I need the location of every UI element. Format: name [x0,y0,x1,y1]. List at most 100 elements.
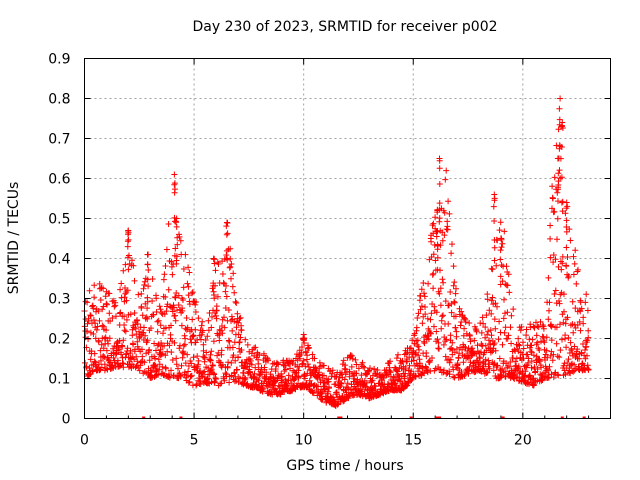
data-point [515,341,522,348]
data-point [341,376,348,383]
data-point [482,324,489,331]
data-point [110,354,117,361]
data-point [582,347,588,353]
data-point [279,373,285,380]
data-point [434,336,441,343]
data-point [515,348,522,355]
data-point [201,354,208,361]
data-point [556,167,563,174]
data-point [141,282,148,288]
data-point [406,345,413,352]
data-point [502,373,509,380]
data-point [172,245,179,252]
data-point [439,313,446,320]
data-point [352,356,359,363]
data-point [338,380,345,387]
data-point [503,263,510,270]
data-point [132,325,139,332]
data-point [515,363,522,370]
data-point [539,377,546,383]
data-point [209,362,216,369]
data-point [567,339,574,346]
data-point [479,314,486,321]
data-point [428,310,435,317]
data-point [300,357,307,364]
data-point [583,291,590,298]
data-point [242,375,249,382]
y-tick-label: 0.5 [48,212,70,228]
data-point [508,312,515,319]
data-point [485,357,492,364]
data-point [100,285,107,292]
data-point [171,180,178,187]
data-point [545,274,552,281]
data-point [491,340,498,347]
data-point [494,303,500,310]
data-point [109,315,116,321]
data-point [185,379,192,386]
data-point [556,300,563,307]
data-point [441,232,448,239]
data-point [139,312,146,319]
data-point [135,291,142,298]
data-point [497,273,504,280]
data-point [84,320,91,327]
data-point [434,246,441,253]
data-point [223,223,230,230]
data-point [569,298,576,305]
data-point [520,345,527,352]
data-point [494,362,501,369]
data-point [555,372,562,379]
data-point [561,291,567,298]
data-point [121,327,128,334]
data-point [82,298,89,305]
data-point [84,299,91,306]
data-point [297,355,303,362]
data-point [558,266,565,273]
data-point [242,336,249,343]
data-point [574,322,581,328]
data-point [508,340,515,347]
data-point [437,366,444,373]
data-point [189,290,195,297]
data-point [223,231,230,238]
data-point [333,373,340,380]
data-point [517,327,524,334]
data-point [505,271,512,278]
data-point [190,332,197,339]
data-point [116,337,123,344]
data-point [497,219,504,226]
data-point [497,235,504,242]
data-point [443,167,450,174]
data-point [302,375,308,382]
data-point [173,260,180,267]
data-point [272,368,279,375]
data-point [470,349,477,356]
y-axis-label: SRMTID / TECUs [6,182,22,295]
data-point [504,282,511,289]
data-point [531,324,538,331]
data-point [572,247,579,254]
data-point [504,309,511,316]
data-point [429,355,435,361]
data-point [175,365,181,372]
data-point [133,353,140,360]
data-point [218,347,225,354]
data-point [371,366,378,373]
data-point [507,363,513,370]
data-point [394,368,401,375]
data-point [235,379,242,386]
data-point [492,325,499,332]
data-point [553,324,560,331]
data-point [430,251,437,258]
data-point [447,356,454,363]
data-point [180,348,187,355]
data-point [523,326,530,333]
data-point [528,358,535,365]
data-point [214,352,221,359]
data-point [422,311,429,318]
data-point [563,263,570,270]
data-point [180,266,187,272]
data-point [515,335,522,342]
data-point [401,373,408,380]
